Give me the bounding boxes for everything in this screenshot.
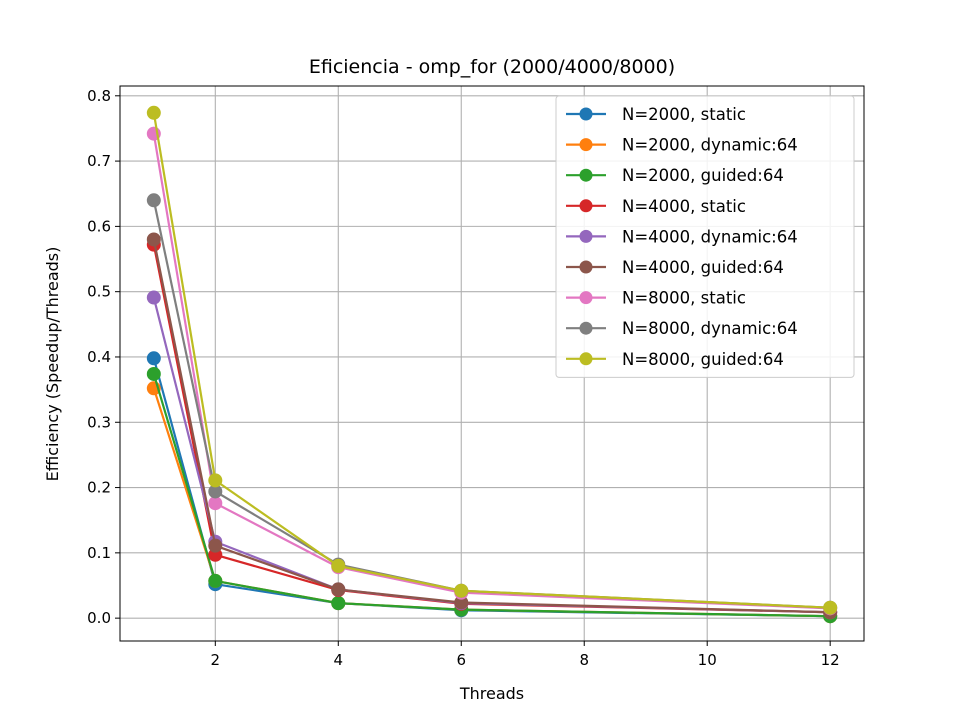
legend-marker: [579, 291, 593, 305]
y-tick-label: 0.1: [87, 544, 111, 562]
legend-item: N=4000, guided:64: [566, 258, 784, 277]
legend-item: N=8000, dynamic:64: [566, 319, 798, 338]
data-point: [208, 473, 223, 488]
y-tick-label: 0.0: [87, 609, 111, 627]
legend-label: N=4000, static: [622, 197, 746, 216]
x-axis-label: Threads: [459, 684, 524, 703]
data-point: [146, 366, 161, 381]
legend-box: [555, 95, 855, 378]
legend-label: N=4000, guided:64: [622, 258, 784, 277]
legend-marker: [579, 168, 593, 182]
y-tick-label: 0.3: [87, 413, 111, 431]
data-point: [331, 596, 346, 611]
legend-marker: [579, 107, 593, 121]
legend-marker: [579, 321, 593, 335]
y-tick-label: 0.2: [87, 479, 111, 497]
legend-marker: [579, 138, 593, 152]
legend-item: N=2000, dynamic:64: [566, 136, 798, 155]
series-layer: [146, 105, 838, 624]
legend-marker: [579, 229, 593, 243]
x-tick-label: 4: [334, 651, 344, 669]
legend-label: N=2000, static: [622, 105, 746, 124]
data-point: [146, 351, 161, 366]
data-point: [331, 558, 346, 573]
data-point: [146, 232, 161, 247]
legend-label: N=8000, guided:64: [622, 350, 784, 369]
chart-title: Eficiencia - omp_for (2000/4000/8000): [309, 56, 675, 78]
x-tick-label: 10: [698, 651, 717, 669]
legend-label: N=4000, dynamic:64: [622, 227, 798, 246]
plot-frame: [119, 85, 865, 642]
legend-marker: [579, 352, 593, 366]
data-point: [208, 496, 223, 511]
data-point: [208, 573, 223, 588]
legend-item: N=2000, guided:64: [566, 166, 784, 185]
legend-marker: [579, 260, 593, 274]
y-tick-label: 0.7: [87, 152, 111, 170]
y-tick-label: 0.5: [87, 283, 111, 301]
y-tick-label: 0.4: [87, 348, 111, 366]
legend-item: N=8000, guided:64: [566, 350, 784, 369]
y-tick-label: 0.6: [87, 217, 111, 235]
legend-item: N=4000, static: [566, 197, 746, 216]
x-tick-label: 6: [456, 651, 466, 669]
data-point: [208, 538, 223, 553]
y-axis-label: Efficiency (Speedup/Threads): [43, 247, 62, 482]
y-tick-label: 0.8: [87, 87, 111, 105]
legend-item: N=8000, static: [566, 289, 746, 308]
data-point: [454, 583, 469, 598]
legend-label: N=8000, static: [622, 289, 746, 308]
data-point: [146, 290, 161, 305]
x-tick-label: 2: [211, 651, 221, 669]
data-point: [146, 193, 161, 208]
legend-label: N=8000, dynamic:64: [622, 319, 798, 338]
data-point: [823, 600, 838, 615]
legend-label: N=2000, guided:64: [622, 166, 784, 185]
x-tick-label: 8: [579, 651, 589, 669]
legend-item: N=4000, dynamic:64: [566, 227, 798, 246]
x-tick-label: 12: [821, 651, 840, 669]
series-9: [146, 105, 838, 615]
axis-ticks: 2 4 6 8 10 12 0.0 0.1 0.2 0.3 0.4 0.5 0.6 0.7 0.8: [87, 87, 840, 669]
legend-item: N=2000, static: [566, 105, 746, 124]
data-point: [331, 582, 346, 597]
data-point: [146, 105, 161, 120]
legend-marker: [579, 199, 593, 213]
legend: N=2000, static N=2000, dynamic:64 N=2000, …: [555, 95, 855, 378]
legend-label: N=2000, dynamic:64: [622, 136, 798, 155]
